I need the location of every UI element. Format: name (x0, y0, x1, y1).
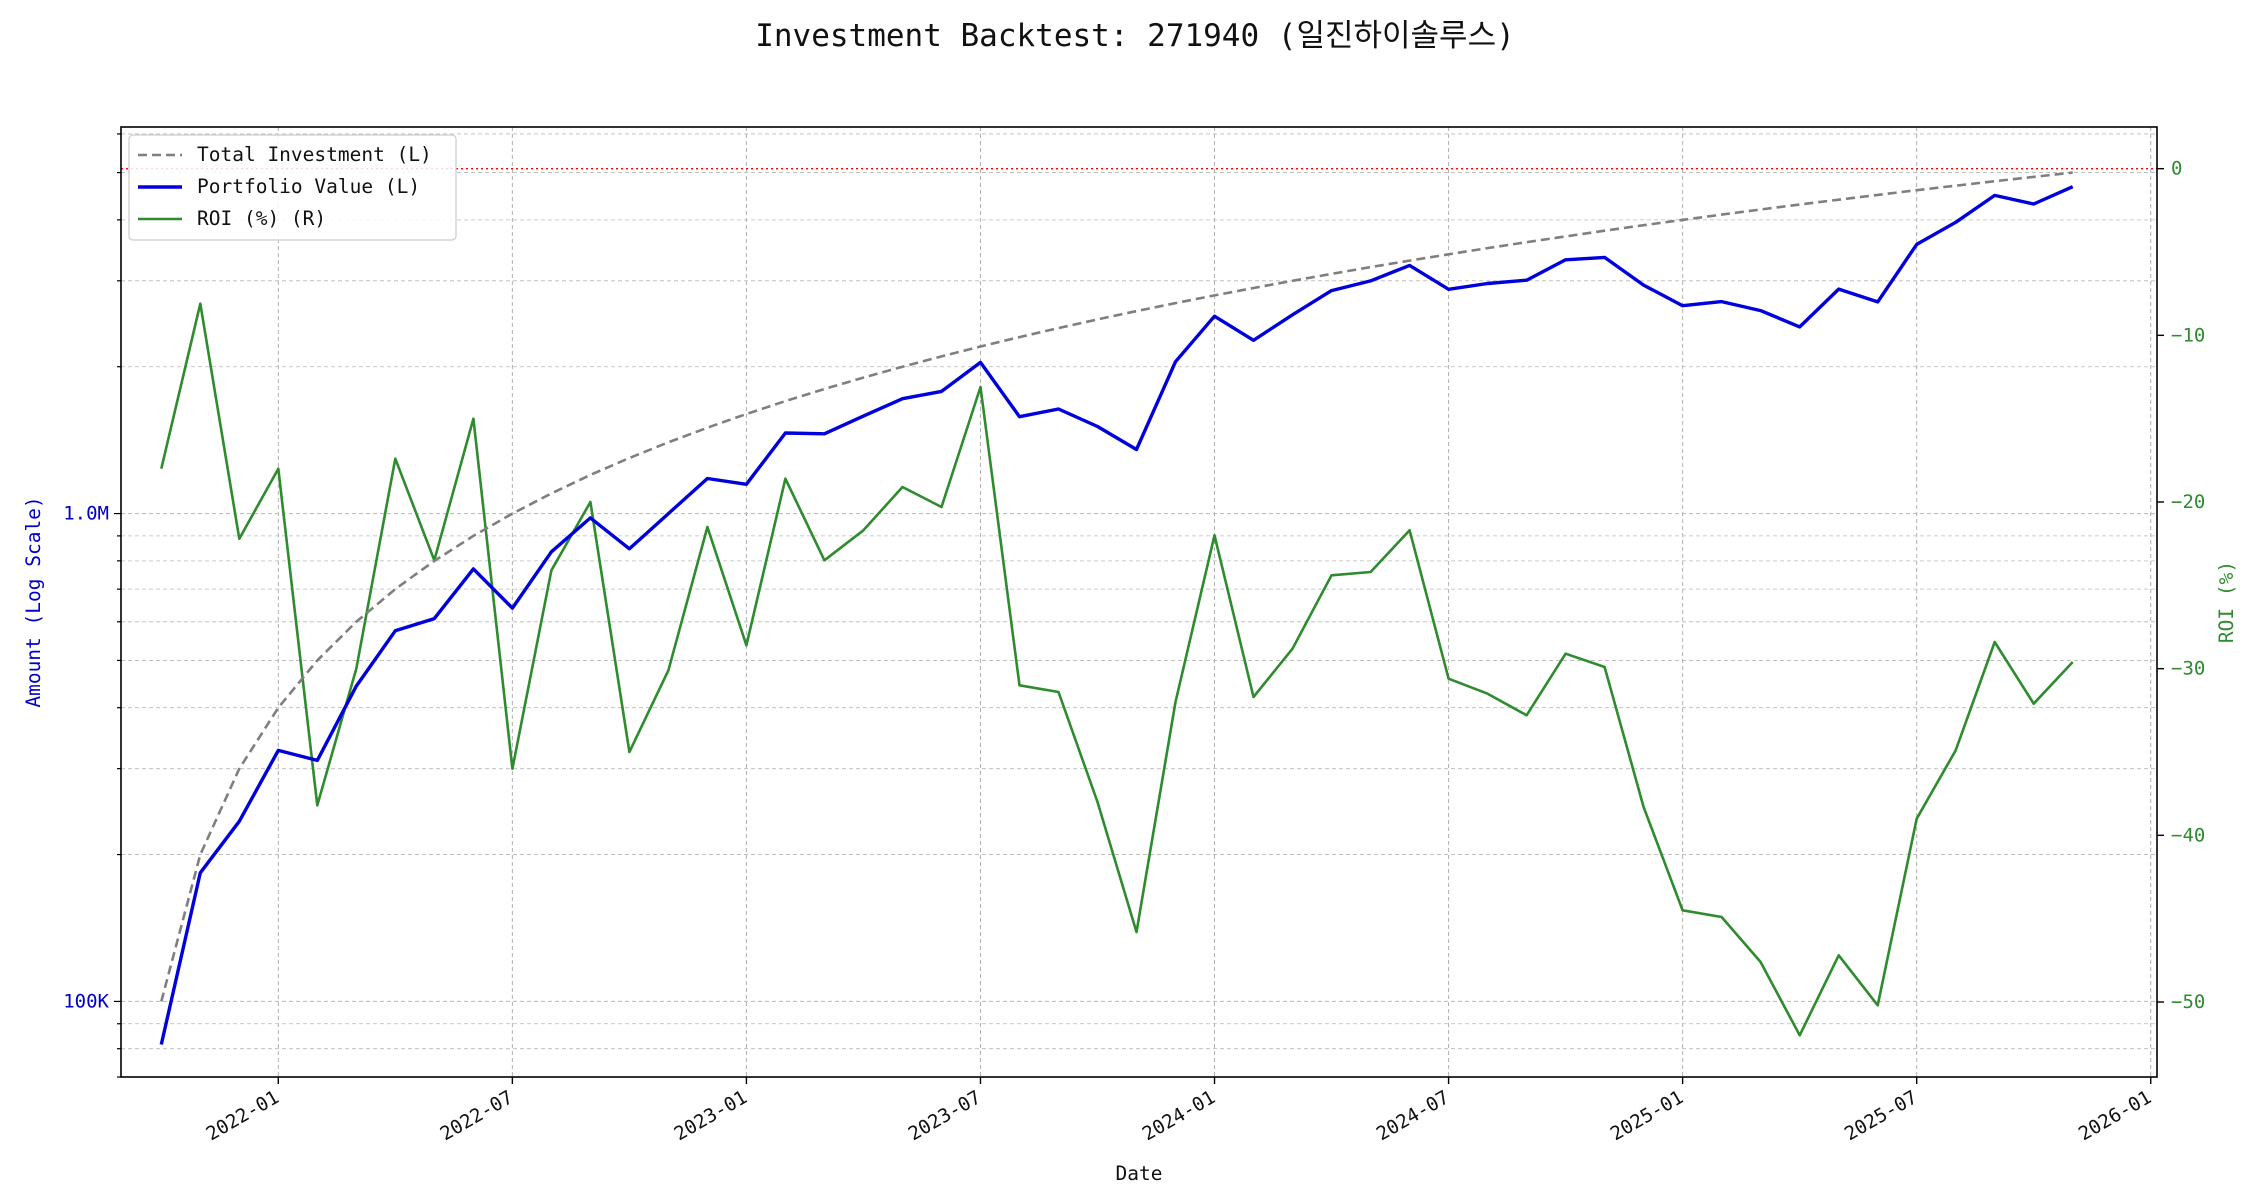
y-right-tick-label: −20 (2171, 491, 2205, 513)
grid (121, 127, 2157, 1078)
y-right-tick-label: −30 (2171, 658, 2205, 680)
y-right-tick-label: 0 (2171, 158, 2182, 180)
y-right-tick-label: −10 (2171, 324, 2205, 346)
y-left-tick-label: 100K (63, 990, 109, 1012)
y-right-tick-label: −50 (2171, 991, 2205, 1013)
series-lines (159, 171, 2074, 1045)
y-right-axis-label: ROI (%) (2215, 561, 2238, 643)
y-right-tick-label: −40 (2171, 824, 2205, 846)
legend: Total Investment (L) Portfolio Value (L)… (128, 134, 457, 241)
chart-title: Investment Backtest: 271940 (일진하이솔루스) (755, 18, 1515, 54)
legend-label-roi: ROI (%) (R) (197, 207, 326, 230)
legend-label-portfolio-value: Portfolio Value (L) (197, 175, 420, 198)
x-axis-label: Date (1116, 1162, 1163, 1185)
y-left-axis-label: Amount (Log Scale) (22, 496, 45, 707)
legend-label-total-investment: Total Investment (L) (197, 143, 432, 166)
total-investment-line (160, 171, 2073, 1002)
plot-frame (120, 126, 2158, 1078)
portfolio-value-line (159, 185, 2074, 1045)
legend-box (128, 134, 457, 241)
y-left-tick-label: 1.0M (63, 503, 109, 525)
roi-line (160, 302, 2074, 1037)
